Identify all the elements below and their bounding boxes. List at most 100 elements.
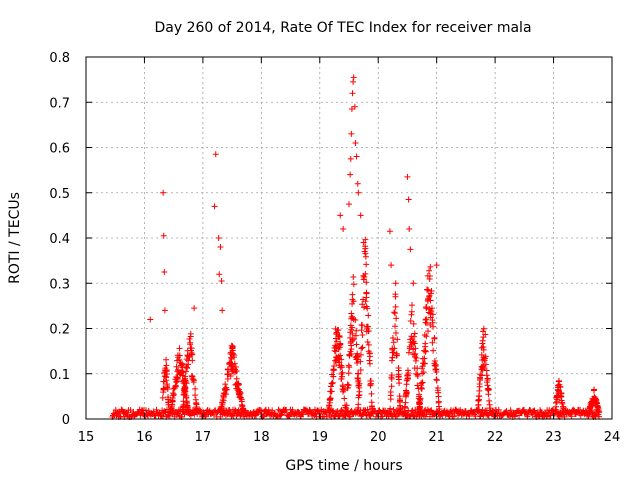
data-point — [408, 302, 415, 309]
data-point — [412, 357, 419, 364]
data-point — [253, 412, 260, 419]
data-point — [163, 362, 170, 369]
data-point — [404, 173, 411, 180]
data-point — [285, 412, 292, 419]
data-point — [478, 344, 485, 351]
data-point — [340, 225, 347, 232]
data-point — [346, 412, 353, 419]
data-point — [338, 362, 345, 369]
data-point — [217, 408, 224, 415]
data-point — [420, 360, 427, 367]
data-point — [547, 412, 554, 419]
data-point — [337, 212, 344, 219]
data-point — [343, 408, 350, 415]
data-point — [357, 212, 364, 219]
data-point — [161, 307, 168, 314]
data-point — [395, 364, 402, 371]
data-point — [173, 363, 180, 370]
data-point — [225, 371, 232, 378]
data-point — [161, 268, 168, 275]
data-point — [346, 201, 352, 208]
data-point — [298, 409, 305, 416]
data-point — [329, 380, 336, 387]
data-point — [408, 308, 415, 315]
data-point — [387, 405, 394, 412]
data-point — [233, 385, 240, 392]
data-point — [408, 333, 415, 340]
data-point — [191, 305, 198, 312]
data-point — [333, 331, 340, 338]
data-point — [396, 380, 403, 387]
chart-title: Day 260 of 2014, Rate Of TEC Index for r… — [154, 20, 531, 36]
data-point — [355, 189, 362, 196]
data-point — [476, 383, 483, 390]
data-point — [466, 413, 473, 420]
data-point — [357, 351, 364, 358]
data-point — [237, 412, 244, 419]
data-point — [230, 363, 237, 370]
data-point — [434, 385, 441, 392]
data-point — [435, 403, 442, 410]
data-point — [346, 351, 353, 358]
data-point — [332, 357, 339, 364]
data-point — [360, 239, 367, 246]
data-point — [354, 180, 361, 187]
data-point — [344, 384, 351, 391]
data-point — [423, 320, 430, 327]
data-point — [529, 412, 536, 419]
data-point — [336, 333, 343, 340]
data-point — [359, 344, 366, 351]
y-tick-label: 0.8 — [49, 51, 70, 66]
data-point — [289, 406, 296, 413]
data-point — [366, 360, 373, 367]
data-point — [427, 310, 434, 317]
data-point — [173, 411, 180, 418]
data-point — [175, 354, 182, 361]
data-point — [252, 411, 259, 418]
data-point — [475, 402, 482, 409]
x-tick-label: 18 — [253, 430, 270, 445]
data-point — [482, 331, 489, 338]
data-point — [361, 273, 368, 280]
data-point — [425, 295, 432, 302]
data-point — [160, 378, 167, 385]
data-point — [176, 345, 183, 352]
x-tick-label: 16 — [136, 430, 153, 445]
data-point — [190, 377, 197, 384]
data-point — [427, 263, 434, 270]
data-point — [410, 350, 417, 357]
data-point — [229, 366, 236, 373]
data-point — [364, 325, 371, 332]
data-point — [182, 385, 189, 392]
data-point — [353, 153, 360, 160]
data-point — [333, 354, 340, 361]
data-point — [364, 305, 371, 312]
data-point — [233, 368, 240, 375]
data-point — [180, 391, 187, 398]
y-tick-label: 0.7 — [49, 96, 70, 111]
data-point — [591, 412, 598, 419]
data-point — [480, 364, 486, 371]
data-point — [329, 379, 336, 386]
data-point — [422, 348, 429, 355]
data-point — [389, 354, 396, 361]
data-point — [480, 328, 487, 335]
data-point — [402, 399, 409, 406]
data-point — [387, 389, 394, 396]
data-point — [391, 310, 398, 317]
data-point — [362, 243, 369, 250]
data-point — [401, 405, 408, 412]
data-point — [560, 403, 567, 410]
data-point — [192, 392, 199, 399]
data-point — [277, 412, 284, 419]
data-point — [364, 339, 371, 346]
data-point — [361, 248, 368, 255]
data-point — [427, 407, 434, 414]
data-point — [160, 232, 167, 239]
x-tick-label: 20 — [370, 430, 387, 445]
data-point — [357, 366, 364, 373]
data-point — [215, 235, 222, 241]
data-point — [422, 316, 429, 323]
data-point — [337, 352, 344, 359]
data-point — [367, 380, 374, 387]
